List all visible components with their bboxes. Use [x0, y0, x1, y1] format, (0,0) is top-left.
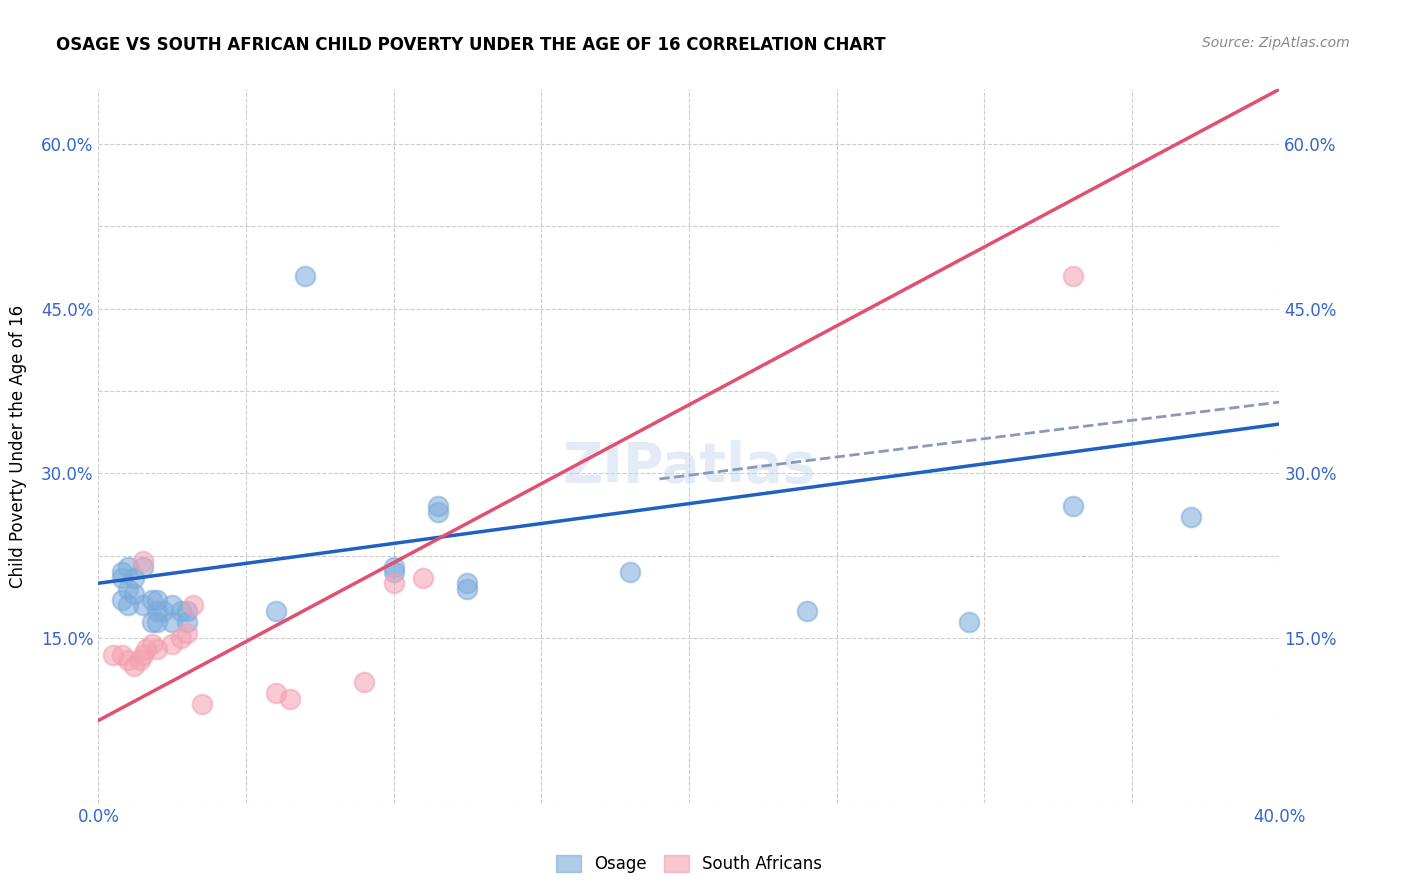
Y-axis label: Child Poverty Under the Age of 16: Child Poverty Under the Age of 16 [10, 304, 27, 588]
Point [146, 642, 169, 657]
Point [128, 653, 150, 667]
Point [170, 604, 193, 618]
Text: OSAGE VS SOUTH AFRICAN CHILD POVERTY UNDER THE AGE OF 16 CORRELATION CHART: OSAGE VS SOUTH AFRICAN CHILD POVERTY UND… [56, 36, 886, 54]
Point [162, 598, 183, 612]
Point [122, 658, 145, 673]
Point [382, 576, 405, 591]
Point [427, 500, 450, 514]
Legend: Osage, South Africans: Osage, South Africans [550, 848, 828, 880]
Point [152, 604, 174, 618]
Point [427, 505, 450, 519]
Point [135, 642, 157, 657]
Point [796, 604, 818, 618]
Point [146, 592, 169, 607]
Point [162, 637, 183, 651]
Point [122, 571, 145, 585]
Point [191, 697, 214, 711]
Point [456, 582, 478, 596]
Point [294, 268, 316, 283]
Point [959, 615, 981, 629]
Point [117, 598, 139, 612]
Point [1180, 510, 1202, 524]
Point [264, 686, 287, 700]
Point [117, 653, 139, 667]
Point [146, 604, 169, 618]
Point [122, 587, 145, 601]
Point [111, 571, 134, 585]
Point [117, 582, 139, 596]
Point [170, 631, 193, 645]
Point [264, 604, 287, 618]
Point [619, 566, 641, 580]
Point [132, 559, 155, 574]
Point [141, 637, 163, 651]
Point [141, 615, 163, 629]
Point [456, 576, 478, 591]
Point [132, 554, 155, 568]
Point [111, 566, 134, 580]
Point [146, 615, 169, 629]
Text: ZIPatlas: ZIPatlas [562, 441, 815, 494]
Point [132, 598, 155, 612]
Point [181, 598, 204, 612]
Point [132, 648, 155, 662]
Point [382, 559, 405, 574]
Point [1062, 500, 1084, 514]
Point [111, 592, 134, 607]
Point [382, 566, 405, 580]
Point [176, 604, 198, 618]
Point [141, 592, 163, 607]
Point [278, 691, 302, 706]
Point [162, 615, 183, 629]
Point [103, 648, 125, 662]
Point [412, 571, 434, 585]
Point [1062, 268, 1084, 283]
Point [353, 675, 375, 690]
Point [176, 625, 198, 640]
Point [111, 648, 134, 662]
Point [176, 615, 198, 629]
Point [117, 559, 139, 574]
Text: Source: ZipAtlas.com: Source: ZipAtlas.com [1202, 36, 1350, 50]
